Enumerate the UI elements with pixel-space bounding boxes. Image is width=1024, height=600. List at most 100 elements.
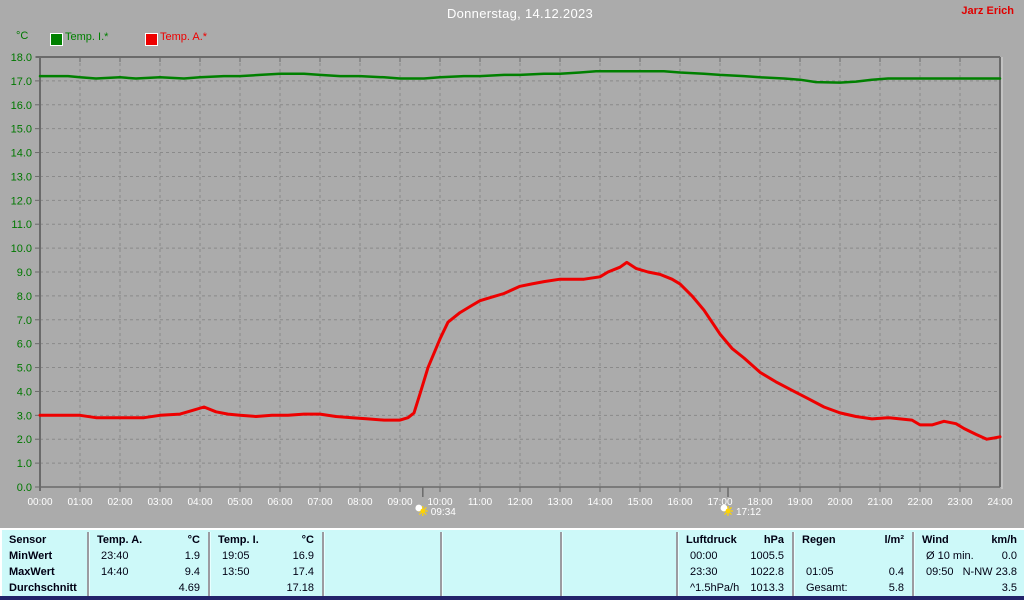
column-unit: °C — [187, 534, 200, 546]
y-tick-label: 0.0 — [17, 482, 32, 494]
column-separator — [912, 532, 915, 596]
column-unit: km/h — [991, 534, 1017, 546]
column-separator — [87, 532, 90, 596]
column-header: Regen — [802, 534, 836, 546]
column-separator — [792, 532, 795, 596]
column-separator — [560, 532, 563, 596]
temp-i-legend-swatch — [50, 33, 63, 46]
temp-a-legend-label: Temp. A.* — [160, 31, 208, 43]
table-cell: 16.9 — [292, 550, 314, 562]
table-cell: 9.4 — [184, 566, 200, 578]
table-cell: 0.4 — [888, 566, 904, 578]
x-tick-label: 04:00 — [187, 497, 212, 508]
table-cell: 23:30 — [690, 566, 718, 578]
x-tick-label: 00:00 — [27, 497, 52, 508]
row-label: MaxWert — [9, 566, 55, 578]
y-tick-label: 4.0 — [17, 386, 32, 398]
column-separator — [440, 532, 443, 596]
y-tick-label: 11.0 — [11, 219, 32, 231]
row-label: Sensor — [9, 534, 47, 546]
x-tick-label: 08:00 — [347, 497, 372, 508]
y-tick-label: 1.0 — [17, 458, 32, 470]
x-tick-label: 07:00 — [307, 497, 332, 508]
table-cell: 17.4 — [292, 566, 314, 578]
column-unit: °C — [301, 534, 314, 546]
x-tick-label: 11:00 — [468, 497, 493, 508]
x-tick-label: 10:00 — [427, 497, 452, 508]
y-tick-label: 8.0 — [17, 291, 32, 303]
x-tick-label: 22:00 — [907, 497, 932, 508]
table-cell: 17.18 — [286, 582, 314, 594]
temp-i-line — [38, 70, 1002, 84]
x-tick-label: 09:00 — [387, 497, 412, 508]
column-unit: l/m² — [884, 534, 904, 546]
y-tick-label: 5.0 — [17, 363, 32, 375]
temp-a-legend-swatch — [145, 33, 158, 46]
column-header: Luftdruck — [686, 534, 737, 546]
page-title: Donnerstag, 14.12.2023 — [446, 6, 594, 21]
y-tick-label: 6.0 — [17, 339, 32, 351]
x-tick-label: 13:00 — [547, 497, 572, 508]
table-cell: ^1.5hPa/h — [690, 582, 740, 594]
table-cell: 09:50 — [926, 566, 954, 578]
x-tick-label: 17:00 — [707, 497, 732, 508]
column-separator — [676, 532, 679, 596]
sunset-time-label: 17:12 — [736, 507, 761, 518]
column-header: Temp. I. — [218, 534, 259, 546]
x-tick-label: 18:00 — [747, 497, 772, 508]
table-cell: 4.69 — [178, 582, 200, 594]
y-tick-label: 15.0 — [11, 124, 32, 136]
x-tick-label: 15:00 — [627, 497, 652, 508]
table-cell: N-NW 23.8 — [962, 566, 1017, 578]
y-tick-label: 3.0 — [17, 410, 32, 422]
x-tick-label: 01:00 — [67, 497, 92, 508]
x-tick-label: 06:00 — [267, 497, 292, 508]
x-tick-label: 03:00 — [147, 497, 172, 508]
x-tick-label: 21:00 — [867, 497, 892, 508]
y-tick-label: 10.0 — [11, 243, 32, 255]
table-cell: 23:40 — [101, 550, 129, 562]
table-cell: 1.9 — [184, 550, 200, 562]
temp-a-line — [38, 260, 1002, 441]
y-tick-label: 13.0 — [11, 171, 32, 183]
table-cell: 00:00 — [690, 550, 718, 562]
sunrise-time-label: 09:34 — [431, 507, 456, 518]
x-tick-label: 12:00 — [507, 497, 532, 508]
y-tick-label: 2.0 — [17, 434, 32, 446]
y-axis-unit: °C — [16, 30, 29, 42]
temperature-chart: 18.0 17.0 16.0 15.0 14.0 13.0 12.0 11.0 10.0 9.0 8… — [11, 52, 1013, 518]
table-cell: 1013.3 — [750, 582, 784, 594]
row-label: Durchschnitt — [9, 582, 77, 594]
x-tick-label: 19:00 — [787, 497, 812, 508]
table-cell: 5.8 — [888, 582, 904, 594]
user-name: Jarz Erich — [961, 5, 1014, 17]
x-tick-label: 05:00 — [227, 497, 252, 508]
row-label: MinWert — [9, 550, 53, 562]
y-tick-label: 17.0 — [11, 76, 32, 88]
column-separator — [322, 532, 325, 596]
table-cell: 14:40 — [101, 566, 129, 578]
y-tick-label: 18.0 — [11, 52, 32, 64]
table-cell: 3.5 — [1001, 582, 1017, 594]
table-cell: 01:05 — [806, 566, 834, 578]
x-tick-label: 14:00 — [587, 497, 612, 508]
sunrise-icon — [415, 504, 428, 516]
table-cell: 1022.8 — [750, 566, 784, 578]
y-tick-label: 16.0 — [11, 100, 32, 112]
column-separator — [208, 532, 211, 596]
y-tick-label: 9.0 — [17, 267, 32, 279]
x-tick-label: 20:00 — [827, 497, 852, 508]
table-cell: 1005.5 — [750, 550, 784, 562]
column-unit: hPa — [763, 534, 784, 546]
x-tick-label: 24:00 — [987, 497, 1012, 508]
sunset-icon — [720, 504, 733, 516]
temp-i-legend-label: Temp. I.* — [65, 31, 109, 43]
statistics-table: Sensor MinWert MaxWert Durchschnitt Temp. A.… — [0, 528, 1024, 596]
x-tick-label: 02:00 — [107, 497, 132, 508]
table-cell: 0.0 — [1001, 550, 1017, 562]
y-tick-label: 7.0 — [17, 315, 32, 327]
table-cell: 19:05 — [222, 550, 250, 562]
y-tick-label: 12.0 — [11, 195, 32, 207]
y-tick-label: 14.0 — [11, 148, 32, 160]
